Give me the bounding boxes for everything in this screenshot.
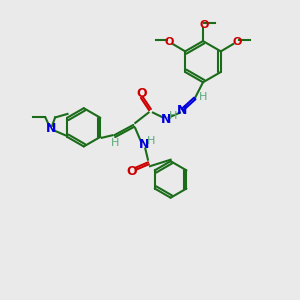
Text: N: N	[161, 113, 171, 127]
Text: N: N	[139, 139, 149, 152]
Text: H: H	[146, 136, 155, 146]
Text: O: O	[200, 20, 209, 30]
Text: N: N	[46, 122, 56, 135]
Text: H: H	[199, 92, 207, 102]
Text: O: O	[127, 165, 137, 178]
Text: N: N	[177, 104, 188, 117]
Text: O: O	[165, 37, 174, 47]
Text: H: H	[169, 111, 177, 122]
Text: O: O	[232, 37, 242, 47]
Text: O: O	[136, 87, 147, 100]
Text: H: H	[110, 138, 119, 148]
